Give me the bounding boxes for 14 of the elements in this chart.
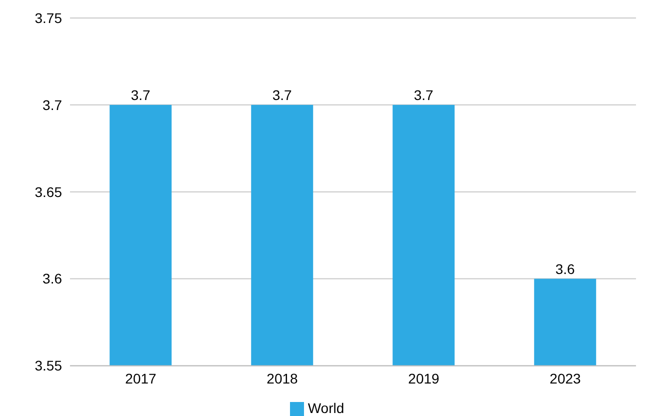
data-label: 3.6 <box>555 260 576 277</box>
legend-label: World <box>308 400 344 416</box>
data-label: 3.7 <box>130 86 151 103</box>
y-tick-label: 3.65 <box>34 184 62 200</box>
y-tick-label: 3.6 <box>42 270 62 287</box>
x-tick-label: 2018 <box>266 370 298 387</box>
x-tick-label: 2023 <box>550 370 582 387</box>
data-label: 3.7 <box>414 86 434 103</box>
x-tick-label: 2019 <box>408 370 440 387</box>
y-tick-label: 3.75 <box>34 10 62 26</box>
data-label: 3.7 <box>272 86 292 103</box>
y-tick-label: 3.55 <box>34 358 62 374</box>
y-tick-label: 3.7 <box>42 96 62 113</box>
x-tick-label: 2017 <box>125 370 157 387</box>
